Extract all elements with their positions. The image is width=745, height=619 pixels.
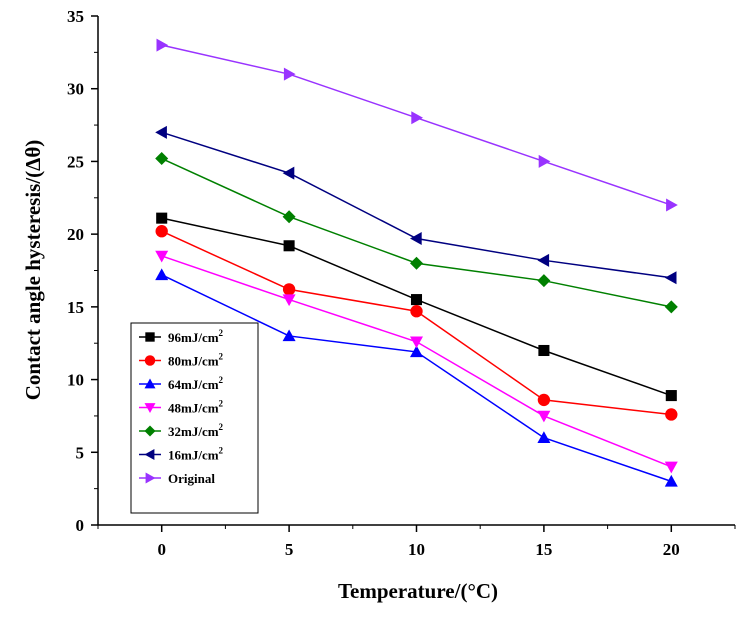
legend-label-superscript: 2 [219,375,224,385]
legend-label-superscript: 2 [219,352,224,362]
data-point [537,431,551,443]
series-6 [156,38,678,212]
legend-item: Original [139,471,215,486]
data-point [410,294,423,306]
legend-marker [144,403,156,413]
data-point [664,300,678,314]
y-tick-label: 35 [67,7,84,26]
data-point [155,225,168,238]
legend-label: 96mJ/cm2 [168,328,224,345]
series-line [161,44,672,206]
legend-marker [144,355,156,366]
data-point [155,152,169,166]
legend-label: 48mJ/cm2 [168,399,224,416]
x-tick-label: 0 [157,540,166,559]
data-point [538,154,551,168]
legend: 96mJ/cm2 80mJ/cm2 64mJ/cm2 48mJ/cm2 32mJ/cm2… [130,322,259,514]
data-point [156,212,168,224]
legend-marker [144,425,156,437]
data-point [538,344,550,357]
data-point [410,256,423,270]
data-point [537,253,550,267]
y-tick-label: 30 [67,80,84,99]
legend-label: 32mJ/cm2 [168,422,224,439]
series-0 [156,212,677,402]
y-tick-label: 20 [67,225,84,244]
legend-label: 16mJ/cm2 [168,446,224,463]
data-point [537,393,551,407]
x-axis-title: Temperature/(°C) [338,579,498,603]
legend-label-superscript: 2 [219,446,224,456]
y-tick-label: 5 [76,443,85,462]
data-point [282,210,296,224]
axes: 0 5 10 15 20 25 30 35 0 5 10 15 20 [67,7,736,559]
legend-marker [145,332,155,342]
x-tick-label: 10 [408,540,425,559]
series-5 [155,125,677,285]
data-point [283,240,295,252]
data-point [155,250,169,263]
legend-marker [144,449,155,460]
series-3 [155,250,678,474]
data-point [664,474,678,487]
data-point [410,232,422,246]
legend-item: 80mJ/cm2 [139,352,224,369]
series-4 [155,152,678,314]
legend-box [130,322,259,514]
series-2 [155,268,678,487]
data-point [282,166,295,180]
legend-label-superscript: 2 [219,328,224,338]
y-tick-label: 25 [67,152,84,171]
y-axis-title: Contact angle hysteresis/(Δθ) [21,140,45,401]
data-point [664,461,678,474]
legend-marker [144,378,156,389]
data-point [282,294,296,307]
data-point [410,345,423,358]
legend-label-superscript: 2 [219,399,224,409]
series-layer [155,38,678,487]
data-point [155,125,167,139]
y-tick-label: 10 [67,371,84,390]
data-point [410,336,423,349]
legend-label-superscript: 2 [219,422,224,432]
data-point [410,305,423,318]
data-point [156,38,169,52]
y-tick-label: 15 [67,298,84,317]
legend-item: 64mJ/cm2 [139,375,224,392]
legend-label: 80mJ/cm2 [168,352,224,369]
series-1 [155,225,678,421]
legend-item: 16mJ/cm2 [139,446,224,463]
y-tick-label: 0 [76,516,85,535]
x-tick-label: 20 [663,540,680,559]
data-point [665,408,678,421]
data-point [665,390,677,402]
legend-label: 64mJ/cm2 [168,375,224,392]
legend-item: 48mJ/cm2 [139,399,224,416]
data-point [411,111,423,125]
data-point [282,329,296,342]
legend-item: 32mJ/cm2 [139,422,224,439]
data-point [537,410,551,423]
legend-item: 96mJ/cm2 [139,328,224,345]
data-point [155,268,169,281]
x-tick-label: 15 [535,540,552,559]
data-point [283,67,296,81]
data-point [666,198,678,212]
legend-label: Original [168,471,215,486]
series-line [161,131,672,279]
series-line [161,157,672,308]
data-point [537,274,551,288]
data-point [664,271,677,285]
legend-marker [145,472,156,484]
data-point [282,283,296,296]
x-tick-label: 5 [285,540,294,559]
